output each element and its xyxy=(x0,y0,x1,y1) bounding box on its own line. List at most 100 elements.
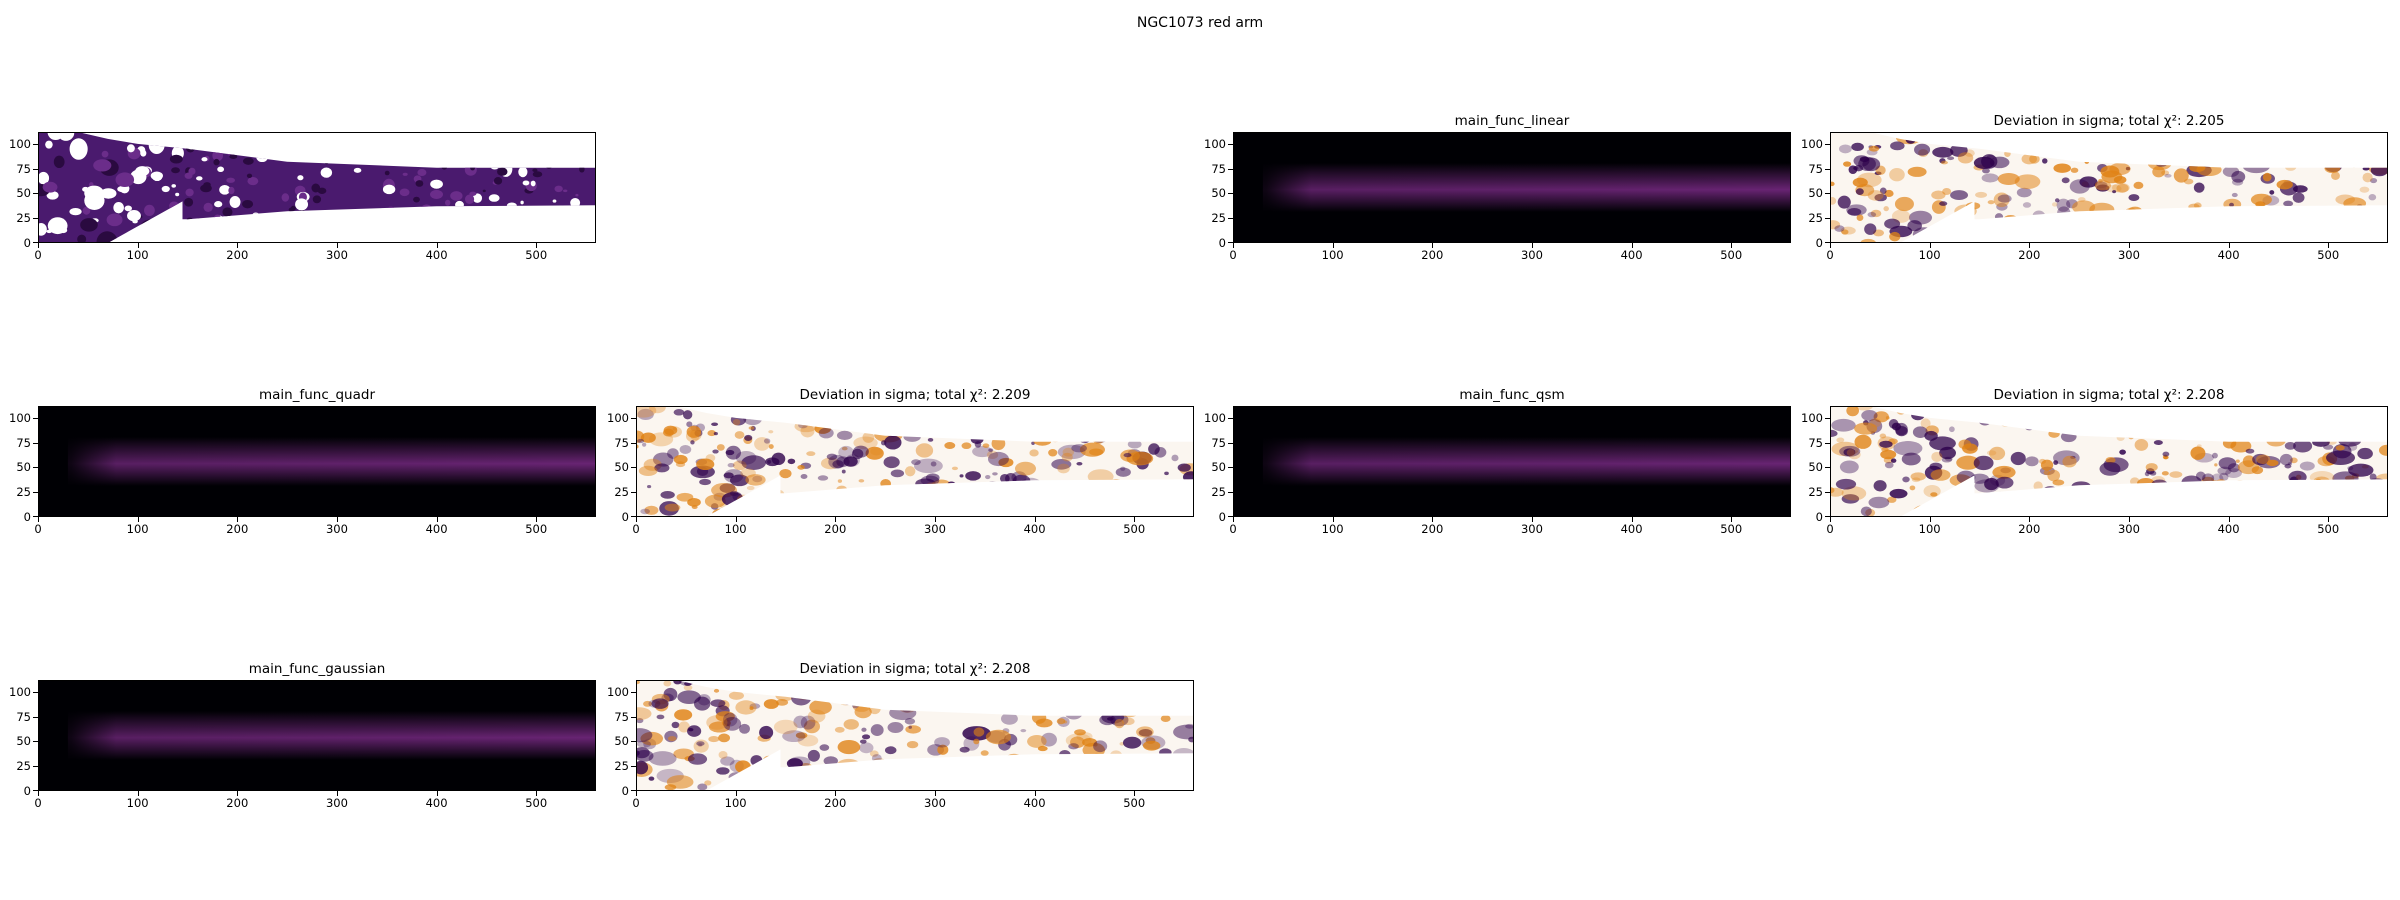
y-tick-label: 0 xyxy=(621,510,629,524)
x-tick xyxy=(1134,517,1136,522)
x-tick-label: 0 xyxy=(632,522,640,536)
model-edge-fade xyxy=(1233,132,1791,243)
x-tick-label: 500 xyxy=(1123,522,1146,536)
y-tick xyxy=(33,691,38,693)
y-tick-label: 75 xyxy=(16,161,31,176)
x-tick-label: 500 xyxy=(1720,248,1743,262)
x-tick xyxy=(436,517,438,522)
panel-linear-deviation: Deviation in sigma; total χ²: 2.205 0 25 50… xyxy=(1801,113,2388,261)
x-tick xyxy=(436,243,438,248)
x-tick-label: 100 xyxy=(1918,522,1941,536)
y-tick-label: 25 xyxy=(16,211,31,226)
y-tick xyxy=(1228,218,1233,220)
x-tick-label: 500 xyxy=(1123,796,1146,810)
x-tick xyxy=(336,791,338,796)
x-tick-label: 500 xyxy=(1720,522,1743,536)
y-tick xyxy=(1228,442,1233,444)
x-tick xyxy=(536,243,538,248)
y-tick xyxy=(1228,242,1233,243)
x-tick xyxy=(835,791,837,796)
x-tick-label: 100 xyxy=(724,796,747,810)
x-tick xyxy=(2328,243,2330,248)
panel-title: main_func_gaussian xyxy=(248,661,386,677)
y-tick-label: 25 xyxy=(1211,211,1226,226)
x-tick xyxy=(137,243,139,248)
panel-qsm-model: main_func_qsm 0 25 50 75 100 0 100 200 300 400 500 xyxy=(1204,387,1791,535)
panel-title: Deviation in sigma; total χ²: 2.208 xyxy=(1993,387,2225,403)
y-tick-label: 0 xyxy=(1218,236,1226,250)
y-tick-label: 75 xyxy=(1808,435,1823,450)
x-tick-label: 100 xyxy=(126,796,149,810)
y-tick xyxy=(1228,467,1233,469)
y-tick-label: 25 xyxy=(614,759,629,774)
y-tick-label: 50 xyxy=(1211,460,1226,475)
x-tick xyxy=(1731,243,1733,248)
y-tick xyxy=(33,516,38,517)
y-tick xyxy=(1228,417,1233,419)
x-tick xyxy=(636,517,637,522)
x-tick xyxy=(336,517,338,522)
panel-gaussian-deviation: Deviation in sigma; total χ²: 2.208 0 25 50… xyxy=(607,661,1194,809)
y-tick xyxy=(1228,143,1233,145)
y-tick-label: 50 xyxy=(16,186,31,201)
panel-quadr-deviation: Deviation in sigma; total χ²: 2.209 0 25 50… xyxy=(607,387,1194,535)
x-tick-label: 0 xyxy=(34,796,42,810)
y-tick xyxy=(1825,218,1830,220)
x-tick-label: 0 xyxy=(1229,522,1237,536)
x-tick xyxy=(336,243,338,248)
x-tick xyxy=(1531,517,1533,522)
y-tick-label: 100 xyxy=(9,684,31,699)
model-edge-fade xyxy=(38,406,596,517)
x-tick-label: 300 xyxy=(2117,522,2140,536)
y-tick xyxy=(33,168,38,170)
y-tick-label: 100 xyxy=(607,684,629,699)
x-tick-label: 400 xyxy=(1620,248,1643,262)
panel-gaussian-model: main_func_gaussian 0 25 50 75 100 0 100 200 300 40… xyxy=(9,661,596,809)
y-tick xyxy=(33,716,38,718)
y-tick-label: 50 xyxy=(614,734,629,749)
y-tick xyxy=(631,492,636,494)
x-tick xyxy=(1233,243,1234,248)
y-tick-label: 25 xyxy=(1808,211,1823,226)
deviation-image xyxy=(1830,406,2388,517)
y-tick-label: 75 xyxy=(614,709,629,724)
y-tick xyxy=(631,417,636,419)
y-tick xyxy=(33,417,38,419)
y-tick xyxy=(631,766,636,768)
x-tick xyxy=(2128,243,2130,248)
x-tick-label: 300 xyxy=(923,796,946,810)
y-tick xyxy=(33,143,38,145)
y-tick xyxy=(1228,168,1233,170)
y-tick xyxy=(33,467,38,469)
y-tick xyxy=(1825,417,1830,419)
model-image xyxy=(1233,132,1791,243)
deviation-map xyxy=(1830,406,2388,517)
y-tick-label: 25 xyxy=(1808,485,1823,500)
y-tick-label: 75 xyxy=(614,435,629,450)
y-tick-label: 100 xyxy=(1801,410,1823,425)
x-tick-label: 200 xyxy=(226,248,249,262)
deviation-map xyxy=(636,406,1194,517)
x-tick-label: 300 xyxy=(325,248,348,262)
y-tick-label: 100 xyxy=(1204,410,1226,425)
model-edge-fade xyxy=(1233,406,1791,517)
y-tick xyxy=(631,741,636,743)
x-tick-label: 400 xyxy=(1023,796,1046,810)
model-image xyxy=(38,406,596,517)
y-tick xyxy=(631,716,636,718)
x-tick-label: 500 xyxy=(2317,522,2340,536)
y-tick xyxy=(631,516,636,517)
deviation-map xyxy=(636,680,1194,791)
panel-title: main_func_qsm xyxy=(1459,387,1565,403)
x-tick-label: 300 xyxy=(1520,522,1543,536)
x-tick xyxy=(1332,517,1334,522)
x-tick-label: 400 xyxy=(425,796,448,810)
y-tick-label: 100 xyxy=(9,410,31,425)
x-tick-label: 0 xyxy=(34,522,42,536)
x-tick xyxy=(1830,517,1831,522)
x-tick-label: 0 xyxy=(632,796,640,810)
y-tick xyxy=(631,691,636,693)
x-tick xyxy=(436,791,438,796)
x-tick xyxy=(1830,243,1831,248)
y-tick-label: 75 xyxy=(16,435,31,450)
